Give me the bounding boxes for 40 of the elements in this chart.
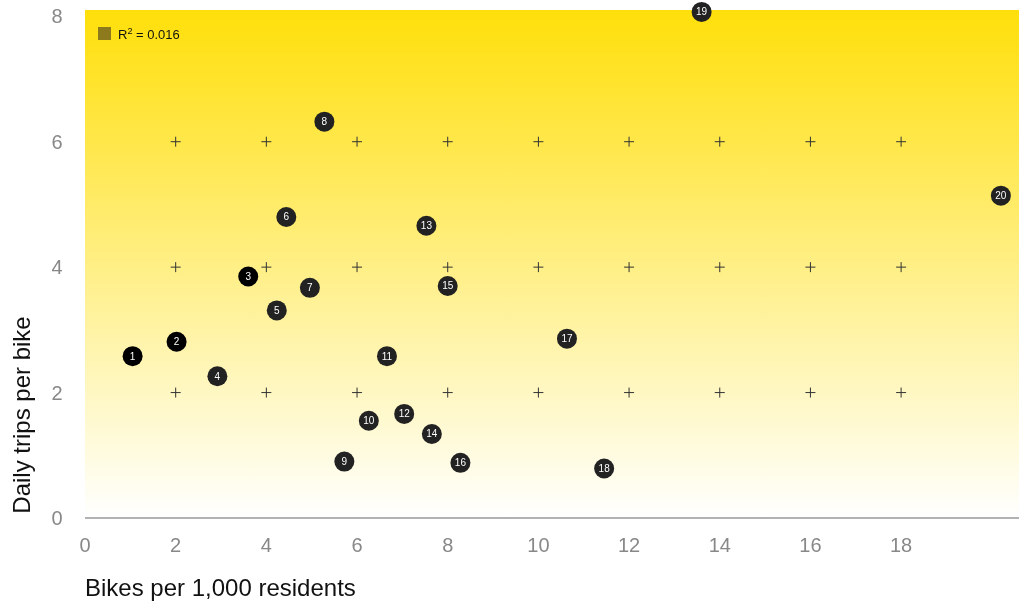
annotation: 10	[363, 415, 375, 427]
annotation: 15	[442, 280, 454, 292]
y-axis-title: Daily trips per bike	[8, 316, 35, 514]
annotation: 5	[274, 304, 281, 316]
point	[122, 346, 143, 367]
annotation: 14	[426, 428, 438, 440]
annotation: 17	[561, 333, 573, 345]
annotation: 6	[283, 211, 290, 223]
y-tick-label: 4	[51, 256, 63, 279]
x-tick-label: 0	[79, 534, 91, 556]
annotation: 4	[214, 370, 221, 382]
point	[299, 277, 320, 298]
annotation: 13	[420, 220, 433, 232]
x-tick-label: 10	[527, 534, 550, 556]
annotation: 2	[173, 336, 180, 348]
annotation: R$^{2}$ = 0.016	[118, 26, 180, 42]
y-tick-label: 8	[51, 5, 63, 28]
y-tick-label: 6	[51, 130, 63, 153]
x-tick-label: 18	[889, 534, 913, 556]
annotation: 11	[381, 350, 393, 362]
x-tick-label: 12	[617, 534, 641, 556]
x-axis-title: Bikes per 1,000 residents	[85, 574, 356, 601]
annotation: 9	[341, 456, 348, 468]
x-tick-label: 16	[799, 534, 822, 556]
y-tick-label: 2	[51, 381, 63, 404]
x-tick-label: 2	[170, 534, 182, 556]
annotation: 19	[696, 6, 708, 18]
annotation: 3	[245, 271, 252, 283]
x-tick-label: 8	[442, 534, 454, 556]
annotation: 7	[307, 282, 314, 294]
annotation: 16	[454, 457, 467, 469]
annotation: 12	[398, 408, 411, 420]
annotation: 18	[598, 462, 611, 474]
x-tick-label: 4	[260, 534, 272, 556]
x-tick-label: 14	[708, 534, 731, 556]
annotation: 8	[321, 116, 328, 128]
y-tick-label: 0	[51, 507, 63, 529]
x-tick-label: 6	[351, 534, 363, 556]
annotation: 1	[129, 350, 136, 362]
annotation: 20	[995, 190, 1007, 202]
